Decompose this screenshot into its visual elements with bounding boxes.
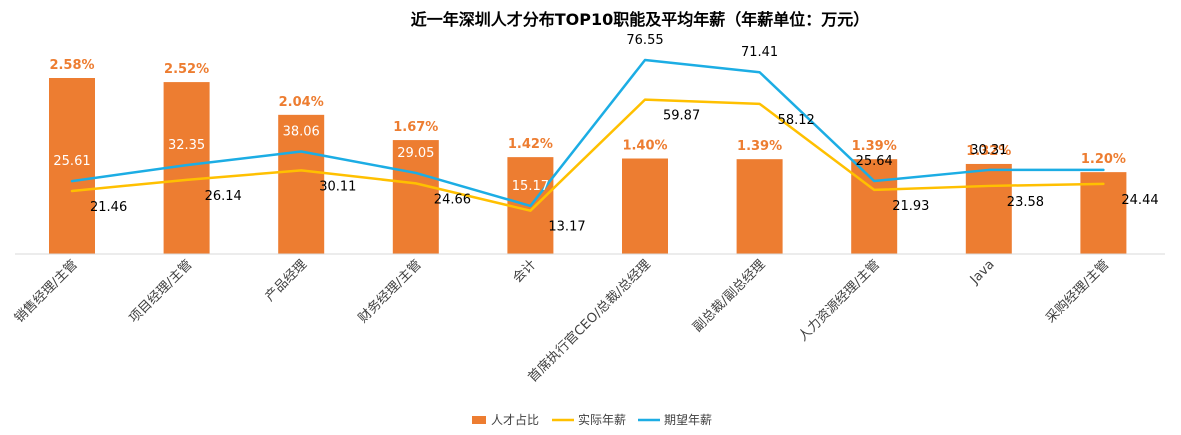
bar-9 [1080, 172, 1127, 254]
legend-label-expected: 期望年薪 [664, 413, 712, 427]
expected-label-6: 71.41 [741, 45, 778, 60]
bar-label-4: 1.42% [508, 137, 553, 152]
bar-label-9: 1.20% [1081, 152, 1126, 167]
bar-label-7: 1.39% [852, 139, 897, 154]
actual-label-7: 21.93 [892, 199, 929, 214]
bar-series [49, 78, 1127, 255]
category-label-9: 采购经理/主管 [1043, 257, 1113, 327]
bar-0 [49, 78, 95, 254]
category-label-1: 项目经理/主管 [127, 257, 196, 326]
bar-3 [392, 140, 439, 254]
actual-label-8: 23.58 [1007, 195, 1044, 210]
actual-label-0: 21.46 [90, 200, 127, 215]
legend: 人才占比 实际年薪 期望年薪 [472, 412, 712, 427]
actual-label-9: 24.44 [1121, 193, 1158, 208]
x-axis-tick-labels: 销售经理/主管 项目经理/主管 产品经理 财务经理/主管 会计首席执行官CEO/总裁/总… [11, 257, 1112, 386]
category-label-3: 财务经理/主管 [355, 257, 425, 327]
expected-label-2: 38.06 [283, 125, 320, 140]
category-label-4: 会计 [510, 257, 539, 286]
legend-label-actual: 实际年薪 [578, 412, 626, 427]
data-labels: 2.58% 2.52% 2.04% 1.67% 1.42% 1.40% 1.39% 1.39%… [49, 33, 1158, 235]
bar-label-8: 1.32% [966, 144, 1011, 159]
actual-label-3: 24.66 [434, 192, 471, 207]
bar-label-5: 1.40% [622, 138, 667, 153]
legend-label-bar: 人才占比 [491, 412, 539, 427]
actual-label-2: 30.11 [319, 179, 356, 194]
bar-6 [736, 159, 783, 254]
legend-swatch-bar [472, 416, 486, 424]
bar-8 [965, 163, 1012, 254]
line-expected-salary [70, 58, 1105, 208]
actual-label-1: 26.14 [205, 189, 242, 204]
bar-label-2: 2.04% [279, 95, 324, 110]
bar-5 [622, 158, 668, 254]
expected-label-8: 30.31 [970, 143, 1007, 158]
actual-label-4: 13.17 [548, 220, 585, 235]
bar-2 [278, 114, 325, 254]
expected-label-1: 32.35 [168, 138, 205, 153]
line-series [70, 58, 1105, 212]
expected-label-0: 25.61 [53, 154, 90, 169]
bar-7 [851, 159, 898, 254]
actual-label-5: 59.87 [663, 109, 700, 124]
category-label-0: 销售经理/主管 [11, 257, 81, 327]
category-label-6: 副总裁/副总经理 [690, 257, 769, 336]
expected-label-4: 15.17 [512, 179, 549, 194]
line-actual-salary [70, 98, 1105, 212]
expected-label-5: 76.55 [626, 33, 663, 48]
expected-label-7: 25.64 [856, 154, 893, 169]
bar-label-6: 1.39% [737, 139, 782, 154]
expected-label-3: 29.05 [397, 146, 434, 161]
category-label-7: 人力资源经理/主管 [796, 257, 883, 344]
bar-label-3: 1.67% [393, 120, 438, 135]
chart-title: 近一年深圳人才分布TOP10职能及平均年薪（年薪单位：万元） [411, 10, 870, 29]
category-label-2: 产品经理 [263, 257, 310, 304]
category-label-8: Java [967, 257, 998, 288]
bar-label-1: 2.52% [164, 62, 209, 77]
bar-label-0: 2.58% [49, 58, 94, 73]
category-label-5: 首席执行官CEO/总裁/总经理 [525, 257, 654, 386]
actual-label-6: 58.12 [778, 113, 815, 128]
